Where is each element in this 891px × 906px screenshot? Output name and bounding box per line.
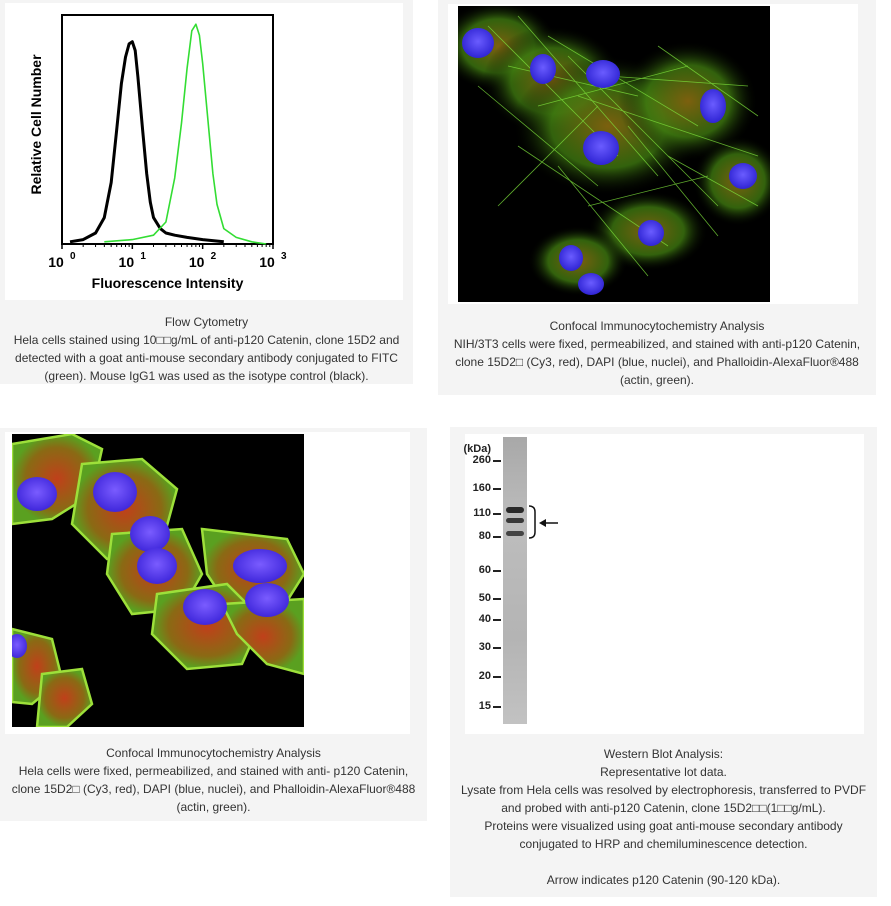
caption-line: and probed with anti-p120 Catenin, clone… — [501, 801, 826, 815]
flow-cytometry-panel: 10 0 10 1 10 2 10 3 Fluorescence Intensity Relati… — [0, 0, 413, 384]
actin-fiber — [477, 85, 599, 187]
caption-line: Proteins were visualized using goat anti… — [484, 819, 843, 833]
marker-label: 40 — [478, 613, 491, 625]
x-tick-exponent: 3 — [281, 251, 287, 262]
marker-label: 20 — [478, 670, 491, 682]
marker-tick — [493, 513, 501, 515]
flow-cytometry-figure: 10 0 10 1 10 2 10 3 Fluorescence Intensity Relati… — [5, 3, 403, 300]
x-tick-label: 10 — [48, 254, 64, 270]
caption-spacer — [450, 853, 877, 871]
confocal-nih3t3-caption: Confocal Immunocytochemistry Analysis NI… — [438, 317, 876, 389]
confocal-hela-figure — [5, 432, 410, 734]
marker-tick — [493, 598, 501, 600]
western-blot-panel: (kDa) 260 160 110 80 60 50 40 30 20 15 Western Bl… — [450, 427, 877, 897]
marker-tick — [493, 676, 501, 678]
actin-fiber — [497, 105, 599, 207]
caption-line: Confocal Immunocytochemistry Analysis — [549, 319, 765, 333]
hela-micrograph — [12, 434, 304, 727]
x-tick-label: 10 — [189, 254, 205, 270]
marker-label: 160 — [472, 482, 491, 494]
confocal-nih3t3-panel: Confocal Immunocytochemistry Analysis NI… — [438, 0, 876, 395]
caption-line: (actin, green). — [619, 373, 695, 387]
marker-tick — [493, 570, 501, 572]
caption-line: clone 15D2□ (Cy3, red), DAPI (blue, nucl… — [11, 782, 416, 796]
western-blot-caption: Western Blot Analysis: Representative lo… — [450, 745, 877, 889]
caption-line: Lysate from Hela cells was resolved by e… — [460, 783, 867, 797]
caption-line: (actin, green). — [176, 800, 251, 814]
caption-line: Representative lot data. — [600, 765, 727, 779]
x-tick-label: 10 — [119, 254, 135, 270]
caption-line: detected with a goat anti-mouse secondar… — [15, 351, 398, 365]
kda-unit-label: (kDa) — [463, 443, 491, 455]
marker-tick — [493, 536, 501, 538]
actin-fiber — [607, 75, 749, 87]
left-arrow-icon — [539, 519, 558, 527]
caption-line: conjugated to HRP and chemiluminescence … — [519, 837, 808, 851]
x-tick-exponent: 0 — [70, 251, 76, 262]
marker-tick — [493, 619, 501, 621]
plot-frame — [61, 14, 274, 245]
x-tick-exponent: 2 — [211, 251, 217, 262]
marker-tick — [493, 706, 501, 708]
y-axis-label: Relative Cell Number — [28, 54, 44, 195]
caption-line: Hela cells stained using 10□□g/mL of ant… — [13, 333, 400, 347]
actin-fiber — [507, 65, 639, 97]
marker-label: 260 — [472, 454, 491, 466]
marker-tick — [493, 647, 501, 649]
actin-fiber — [517, 15, 659, 177]
actin-fiber — [577, 95, 759, 157]
actin-fiber — [657, 45, 759, 117]
actin-fiber — [547, 35, 699, 127]
x-axis-label: Fluorescence Intensity — [92, 275, 244, 291]
marker-label: 15 — [478, 700, 491, 712]
caption-line: clone 15D2□ (Cy3, red), DAPI (blue, nucl… — [455, 355, 859, 369]
actin-fiber — [667, 155, 759, 207]
confocal-hela-caption: Confocal Immunocytochemistry Analysis He… — [0, 744, 427, 816]
caption-line: Flow Cytometry — [164, 315, 249, 329]
blot-lane — [503, 437, 527, 724]
marker-label: 110 — [473, 507, 491, 519]
marker-label: 60 — [478, 564, 491, 576]
caption-line: Arrow indicates p120 Catenin (90-120 kDa… — [546, 873, 781, 887]
series-line — [104, 23, 267, 245]
nih3t3-micrograph — [458, 6, 770, 302]
actin-fiber — [587, 175, 709, 207]
flow-cytometry-caption: Flow Cytometry Hela cells stained using … — [0, 313, 413, 385]
marker-tick — [493, 460, 501, 462]
series-line — [69, 40, 224, 244]
x-tick-exponent: 1 — [140, 251, 146, 262]
caption-line: Confocal Immunocytochemistry Analysis — [106, 746, 321, 760]
marker-label: 30 — [478, 641, 491, 653]
confocal-nih3t3-figure — [448, 4, 858, 304]
caption-line: (green). Mouse IgG1 was used as the isot… — [44, 369, 369, 383]
confocal-hela-panel: Confocal Immunocytochemistry Analysis He… — [0, 428, 427, 821]
caption-line: NIH/3T3 cells were fixed, permeabilized,… — [453, 337, 861, 351]
marker-tick — [493, 488, 501, 490]
x-tick-label: 10 — [259, 254, 275, 270]
blot-band — [506, 507, 524, 513]
blot-band — [506, 531, 524, 536]
caption-line: Hela cells were fixed, permeabilized, an… — [18, 764, 409, 778]
marker-label: 80 — [478, 530, 491, 542]
actin-fiber — [557, 165, 649, 277]
blot-band — [506, 518, 524, 523]
marker-label: 50 — [478, 592, 491, 604]
blot-bracket — [528, 505, 536, 539]
actin-fiber — [627, 125, 719, 237]
western-blot-figure: (kDa) 260 160 110 80 60 50 40 30 20 15 — [463, 434, 864, 734]
actin-fiber — [537, 65, 689, 107]
flow-cytometry-chart: 10 0 10 1 10 2 10 3 Fluorescence Intensity Relati… — [28, 14, 287, 291]
caption-line: Western Blot Analysis: — [603, 747, 724, 761]
